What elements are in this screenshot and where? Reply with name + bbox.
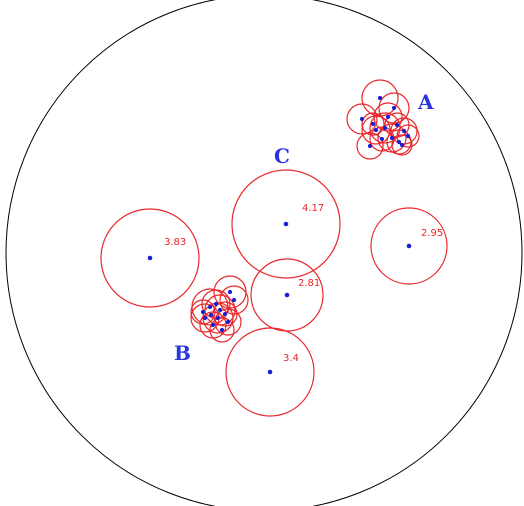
cluster-a-point-3 [359,116,365,122]
cluster-label-a: A [417,90,434,114]
cluster-a-ring-7 [356,132,384,160]
circle-c3: 2.95 [370,207,448,285]
cluster-a-point-1 [377,95,383,101]
cluster-a-circles [346,79,420,160]
cluster-label-c: C [274,144,290,168]
cluster-b-circles [190,275,249,343]
circle-c1-radius-label: 4.17 [302,203,324,214]
circle-c1-ring [231,169,341,279]
circle-c5: 3.4 [225,327,315,417]
cluster-b-point-3 [207,304,213,310]
circle-c2-center-point [147,255,153,261]
cluster-b-point-5 [202,315,208,321]
circle-c1: 4.17 [231,169,341,279]
circle-c2-radius-label: 3.83 [164,237,186,248]
cluster-a-point-14 [370,121,376,127]
cluster-a-point-15 [399,142,405,148]
circle-c3-ring [370,207,448,285]
cluster-label-b: B [174,341,191,365]
cluster-b-point-7 [225,319,231,325]
circle-c5-center-point [267,369,273,375]
cluster-b-ring-9 [209,317,235,343]
cluster-a-point-7 [367,143,373,149]
cluster-b-point-4 [217,307,223,313]
cluster-b-point-1 [227,289,233,295]
circle-c2-ring [100,208,200,308]
cluster-b-point-6 [215,315,221,321]
labeled-circles: 4.17 3.83 2.95 2.81 3.4 [100,169,448,417]
cluster-a-ring-15 [391,134,413,156]
circle-c2: 3.83 [100,208,200,308]
cluster-a-point-9 [389,135,395,141]
cluster-a-point-5 [373,127,379,133]
circle-c4-radius-label: 2.81 [298,278,320,289]
boundary-circle [5,0,523,506]
circle-c5-radius-label: 3.4 [283,353,299,364]
cluster-b-point-2 [231,297,237,303]
cluster-a-point-4 [385,114,391,120]
cluster-a-ring-14 [361,112,385,136]
cluster-a-point-12 [396,139,402,145]
circle-c4-center-point [284,292,290,298]
cluster-b-point-8 [210,322,216,328]
cluster-b-ring-7 [214,308,242,336]
cluster-a-ring-13 [369,112,401,144]
cluster-b-ring-12 [212,301,238,327]
cluster-a-point-6 [401,128,407,134]
cluster-a-point-10 [394,122,400,128]
cluster-a-point-8 [379,136,385,142]
circle-c1-center-point [283,221,289,227]
cluster-a-point-2 [391,105,397,111]
cluster-b-point-10 [200,309,206,315]
cluster-a-point-13 [382,125,388,131]
cluster-b-point-13 [208,312,214,318]
cluster-a-point-11 [405,133,411,139]
cluster-b-point-12 [222,311,228,317]
circle-c5-ring [225,327,315,417]
circle-c3-center-point [406,243,412,249]
cluster-b-point-9 [219,327,225,333]
circle-c3-radius-label: 2.95 [421,228,443,239]
circle-c4: 2.81 [250,258,324,332]
cluster-b-point-11 [213,301,219,307]
